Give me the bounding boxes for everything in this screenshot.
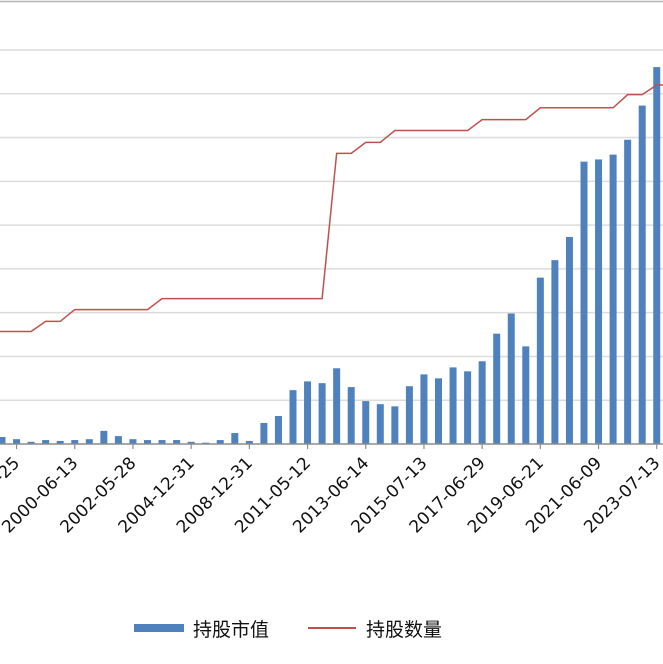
bar	[478, 361, 486, 444]
bar	[245, 440, 253, 444]
bar	[391, 406, 399, 444]
legend-item-bar[interactable]: 持股市值	[134, 612, 269, 644]
legend: 持股市值 持股数量	[0, 612, 663, 644]
bar	[536, 277, 544, 444]
bar	[42, 440, 50, 444]
bar	[187, 441, 195, 444]
legend-item-line[interactable]: 持股数量	[308, 612, 442, 644]
bar	[376, 404, 384, 444]
bar	[318, 383, 326, 444]
legend-bar-swatch	[134, 624, 184, 632]
bar	[0, 436, 6, 444]
bar	[638, 105, 646, 444]
bar	[522, 346, 530, 444]
bar	[289, 390, 297, 444]
bar	[260, 422, 268, 444]
bar	[27, 441, 35, 444]
bar	[216, 440, 224, 444]
bar	[565, 236, 573, 444]
bar	[114, 436, 122, 444]
bar	[13, 439, 21, 444]
bar	[129, 439, 137, 444]
bar	[624, 139, 632, 444]
bar	[580, 161, 588, 444]
bar	[420, 374, 428, 444]
bar	[56, 440, 64, 444]
line-series	[0, 84, 663, 333]
x-tick-label: -25	[0, 453, 24, 487]
bar	[100, 430, 108, 444]
bar	[274, 415, 282, 444]
bar	[653, 67, 661, 444]
bar	[362, 401, 370, 444]
bar	[173, 440, 181, 444]
bar	[493, 333, 501, 444]
bar	[464, 371, 472, 444]
bar	[551, 260, 559, 444]
bar	[158, 440, 166, 444]
bar	[347, 387, 355, 444]
bar	[71, 440, 79, 444]
legend-label: 持股市值	[193, 618, 270, 641]
bar	[333, 368, 341, 444]
bar	[231, 433, 239, 444]
bar	[435, 378, 442, 444]
bar	[304, 381, 312, 444]
bar	[595, 159, 603, 444]
bar	[449, 367, 457, 444]
bar	[405, 386, 413, 444]
bar	[144, 440, 151, 444]
bar	[507, 313, 515, 444]
legend-label: 持股数量	[366, 618, 443, 641]
bar	[609, 154, 617, 444]
bar	[85, 439, 93, 444]
legend-line-swatch	[308, 627, 356, 629]
